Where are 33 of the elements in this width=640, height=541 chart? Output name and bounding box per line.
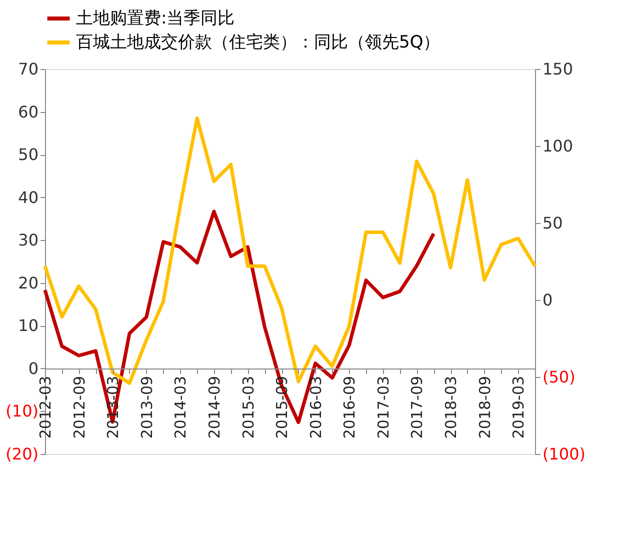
y2-tick-label: (100) (542, 444, 586, 464)
y-tick-label: 60 (18, 102, 38, 122)
x-tick-label: 2017-03 (374, 376, 392, 439)
x-tick-label: 2015-09 (273, 376, 292, 439)
x-tick-label: 2014-09 (205, 376, 224, 439)
y-tick-label: 40 (18, 188, 38, 207)
y-tick-label: (10) (6, 402, 38, 421)
y2-tick-label: 0 (542, 290, 553, 310)
y-tick-label: 10 (18, 316, 38, 336)
x-tick-label: 2014-03 (172, 376, 190, 439)
x-tick-label: 2018-09 (476, 376, 494, 439)
y-tick-label: 30 (18, 230, 38, 250)
y-tick-label: 70 (18, 60, 38, 78)
x-tick-label: 2019-03 (510, 376, 528, 439)
y2-tick-label: 50 (542, 214, 563, 232)
y2-tick-label: (50) (542, 368, 576, 386)
legend-label: 百城土地成交价款（住宅类）：同比（领先5Q） (76, 32, 440, 52)
x-tick-label: 2018-03 (442, 376, 460, 439)
x-tick-label: 2013-03 (104, 376, 122, 439)
x-tick-label: 2017-09 (408, 376, 426, 439)
y-tick-label: (20) (6, 444, 38, 464)
x-tick-label: 2012-03 (36, 376, 54, 439)
y2-tick-label: 150 (542, 60, 574, 78)
x-tick-label: 2013-09 (138, 376, 156, 439)
legend-label: 土地购置费:当季同比 (76, 8, 235, 28)
x-tick-label: 2012-09 (70, 376, 88, 439)
y-tick-label: 50 (18, 145, 38, 164)
y-tick-label: 20 (18, 273, 38, 292)
x-tick-label: 2016-03 (306, 376, 325, 439)
y-tick-label: 0 (28, 358, 38, 378)
y2-tick-label: 100 (542, 136, 574, 156)
x-tick-label: 2015-03 (239, 376, 258, 439)
x-tick-label: 2016-09 (340, 376, 359, 439)
